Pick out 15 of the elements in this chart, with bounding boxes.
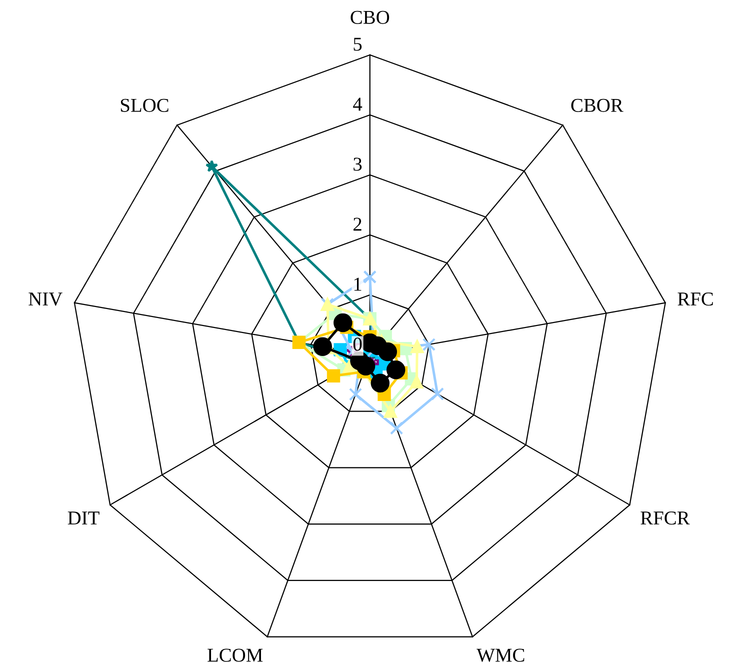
spoke-label: DIT bbox=[68, 512, 100, 524]
spoke-label: CBO bbox=[350, 10, 390, 24]
y-tick-label: 4 bbox=[353, 98, 362, 111]
spoke-label: RFC bbox=[678, 292, 713, 306]
spoke-label: SLOC bbox=[120, 98, 168, 112]
y-tick-label: 5 bbox=[354, 38, 362, 51]
spoke-label: NIV bbox=[28, 292, 62, 306]
y-tick-label: 1 bbox=[354, 278, 362, 291]
y-tick-label: 0 bbox=[353, 338, 362, 351]
y-tick-label: 3 bbox=[354, 158, 362, 171]
spoke-label: LCOM bbox=[208, 648, 263, 662]
y-tick-label: 2 bbox=[354, 218, 362, 231]
spoke-label: RFCR bbox=[640, 512, 690, 525]
spoke-label: CBOR bbox=[571, 98, 624, 112]
spoke-label: WMC bbox=[476, 648, 524, 662]
